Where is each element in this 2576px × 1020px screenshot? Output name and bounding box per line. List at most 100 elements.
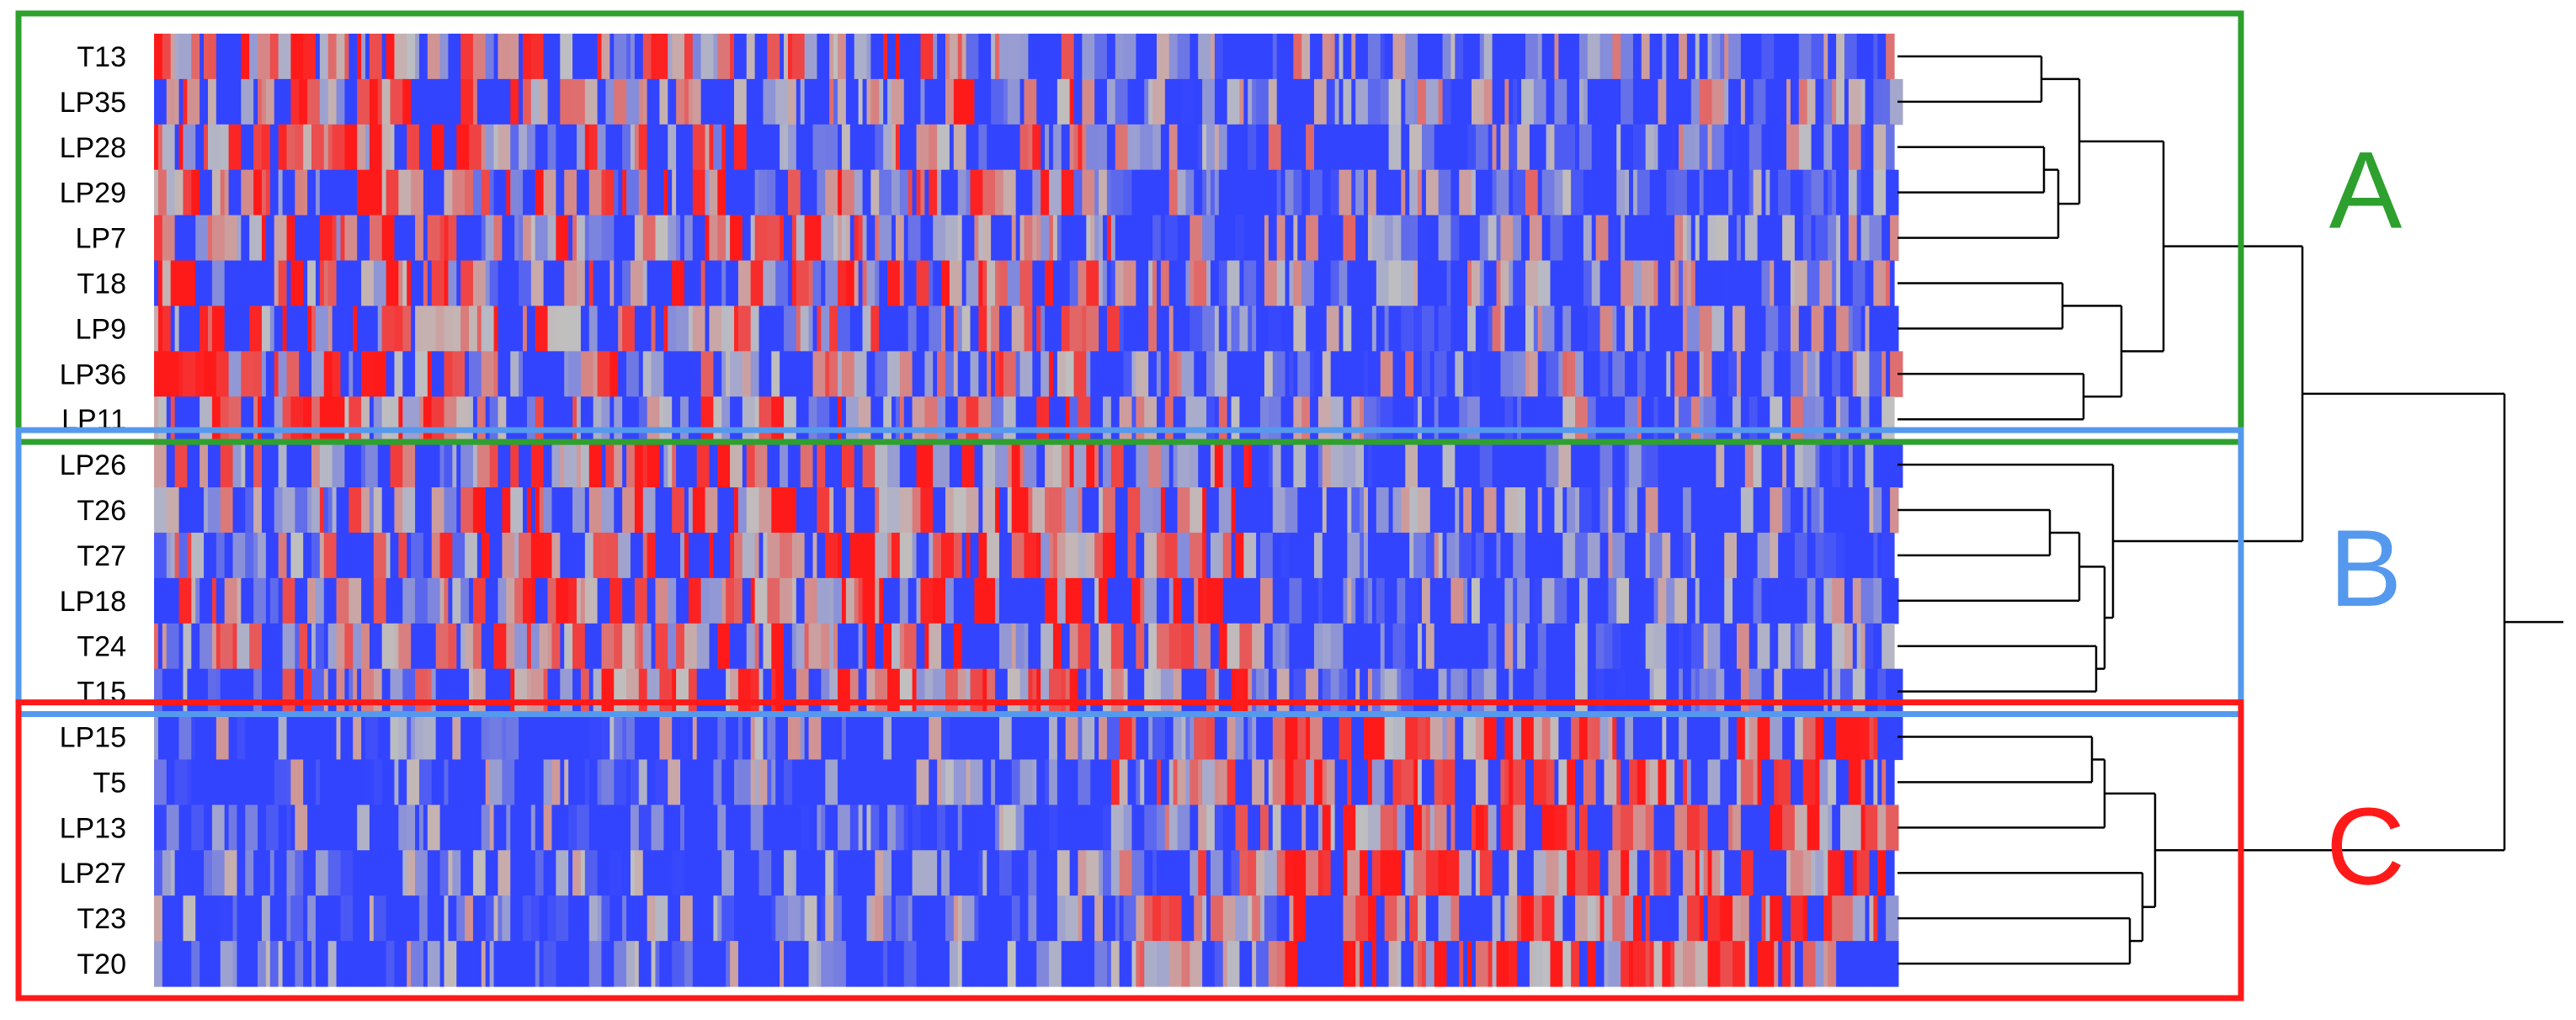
heatmap-cell xyxy=(659,850,673,896)
heatmap-cell xyxy=(780,532,793,579)
heatmap-cell xyxy=(987,623,1000,670)
heatmap-cell xyxy=(543,487,553,534)
heatmap-cell xyxy=(1496,668,1509,715)
heatmap-cell xyxy=(162,941,176,987)
heatmap-cell xyxy=(1649,759,1659,805)
heatmap-cell xyxy=(1418,215,1431,262)
heatmap-cell xyxy=(1090,351,1104,397)
heatmap-cell xyxy=(1214,124,1220,171)
heatmap-cell xyxy=(709,895,714,942)
heatmap-cell xyxy=(1711,714,1721,761)
heatmap-cell xyxy=(1463,941,1468,987)
heatmap-cell xyxy=(891,396,897,443)
heatmap-cell xyxy=(995,442,1009,488)
heatmap-cell xyxy=(924,396,938,443)
heatmap-cell xyxy=(1770,850,1775,896)
heatmap-cell xyxy=(1699,396,1705,443)
heatmap-cell xyxy=(1347,623,1352,670)
heatmap-cell xyxy=(688,169,694,216)
heatmap-cell xyxy=(1028,487,1033,534)
heatmap-cell xyxy=(1434,305,1440,352)
heatmap-cell xyxy=(493,895,499,942)
heatmap-cell xyxy=(1472,850,1477,896)
heatmap-cell xyxy=(1811,215,1817,262)
heatmap-cell xyxy=(336,941,349,987)
heatmap-cell xyxy=(841,442,855,488)
heatmap-cell xyxy=(651,759,657,805)
heatmap-cell xyxy=(1024,805,1037,851)
heatmap-cell xyxy=(1649,941,1655,987)
heatmap-cell xyxy=(1036,442,1041,488)
heatmap-cell xyxy=(178,34,192,80)
heatmap-cell xyxy=(228,124,242,171)
heatmap-cell xyxy=(1662,442,1675,488)
heatmap-cell xyxy=(261,169,267,216)
heatmap-cell xyxy=(1790,895,1804,942)
heatmap-cell xyxy=(427,850,441,896)
heatmap-cell xyxy=(680,759,685,805)
heatmap-cell xyxy=(1019,78,1025,125)
heatmap-cell xyxy=(796,759,810,805)
heatmap-cell xyxy=(1078,396,1091,443)
heatmap-cell xyxy=(1293,124,1307,171)
heatmap-cell xyxy=(564,396,573,443)
heatmap-cell xyxy=(1873,260,1887,307)
heatmap-cell xyxy=(1517,623,1526,670)
heatmap-cell xyxy=(1513,34,1526,80)
heatmap-cell xyxy=(1757,623,1770,670)
heatmap-cell xyxy=(162,260,172,307)
heatmap-cell xyxy=(1367,577,1373,624)
heatmap-cell xyxy=(154,714,159,761)
heatmap-cell xyxy=(1504,487,1518,534)
heatmap-cell xyxy=(737,805,743,851)
heatmap-cell xyxy=(460,805,470,851)
heatmap-cell xyxy=(1222,941,1228,987)
heatmap-cell xyxy=(211,623,217,670)
heatmap-cell xyxy=(812,351,826,397)
heatmap-cell xyxy=(618,305,623,352)
heatmap-cell xyxy=(1314,759,1323,805)
heatmap-cell xyxy=(1268,714,1274,761)
heatmap-cell xyxy=(1326,78,1336,125)
heatmap-cell xyxy=(1807,805,1821,851)
heatmap-cell xyxy=(1148,442,1162,488)
heatmap-cell xyxy=(1326,124,1336,171)
heatmap-cell xyxy=(489,941,495,987)
heatmap-cell xyxy=(530,260,545,307)
heatmap-cell xyxy=(1322,442,1332,488)
heatmap-cell xyxy=(1637,487,1647,534)
heatmap-cell xyxy=(754,623,760,670)
heatmap-cell xyxy=(916,532,929,579)
heatmap-cell xyxy=(1732,169,1738,216)
heatmap-cell xyxy=(854,260,860,307)
heatmap-cell xyxy=(1256,850,1265,896)
heatmap-cell xyxy=(572,759,586,805)
heatmap-cell xyxy=(543,532,553,579)
heatmap-cell xyxy=(668,532,681,579)
heatmap-cell xyxy=(763,941,768,987)
heatmap-cell xyxy=(1160,442,1170,488)
heatmap-cell xyxy=(1488,805,1498,851)
heatmap-cell xyxy=(796,260,810,307)
heatmap-cell xyxy=(1455,124,1468,171)
heatmap-cell xyxy=(817,532,826,579)
heatmap-cell xyxy=(1007,78,1021,125)
heatmap-cell xyxy=(1330,850,1340,896)
heatmap-cell xyxy=(357,305,362,352)
heatmap-cell xyxy=(1794,487,1804,534)
heatmap-cell xyxy=(1815,714,1824,761)
heatmap-cell xyxy=(216,34,230,80)
heatmap-cell xyxy=(1401,850,1406,896)
heatmap-cell xyxy=(1695,668,1700,715)
heatmap-cell xyxy=(493,941,503,987)
heatmap-cell xyxy=(1533,124,1547,171)
heatmap-cell xyxy=(510,260,519,307)
heatmap-cell xyxy=(1583,442,1589,488)
heatmap-cell xyxy=(265,351,275,397)
heatmap-cell xyxy=(535,805,545,851)
heatmap-cell xyxy=(961,532,967,579)
heatmap-cell xyxy=(597,895,603,942)
heatmap-cell xyxy=(431,396,445,443)
heatmap-cell xyxy=(1761,895,1767,942)
heatmap-cell xyxy=(249,260,263,307)
